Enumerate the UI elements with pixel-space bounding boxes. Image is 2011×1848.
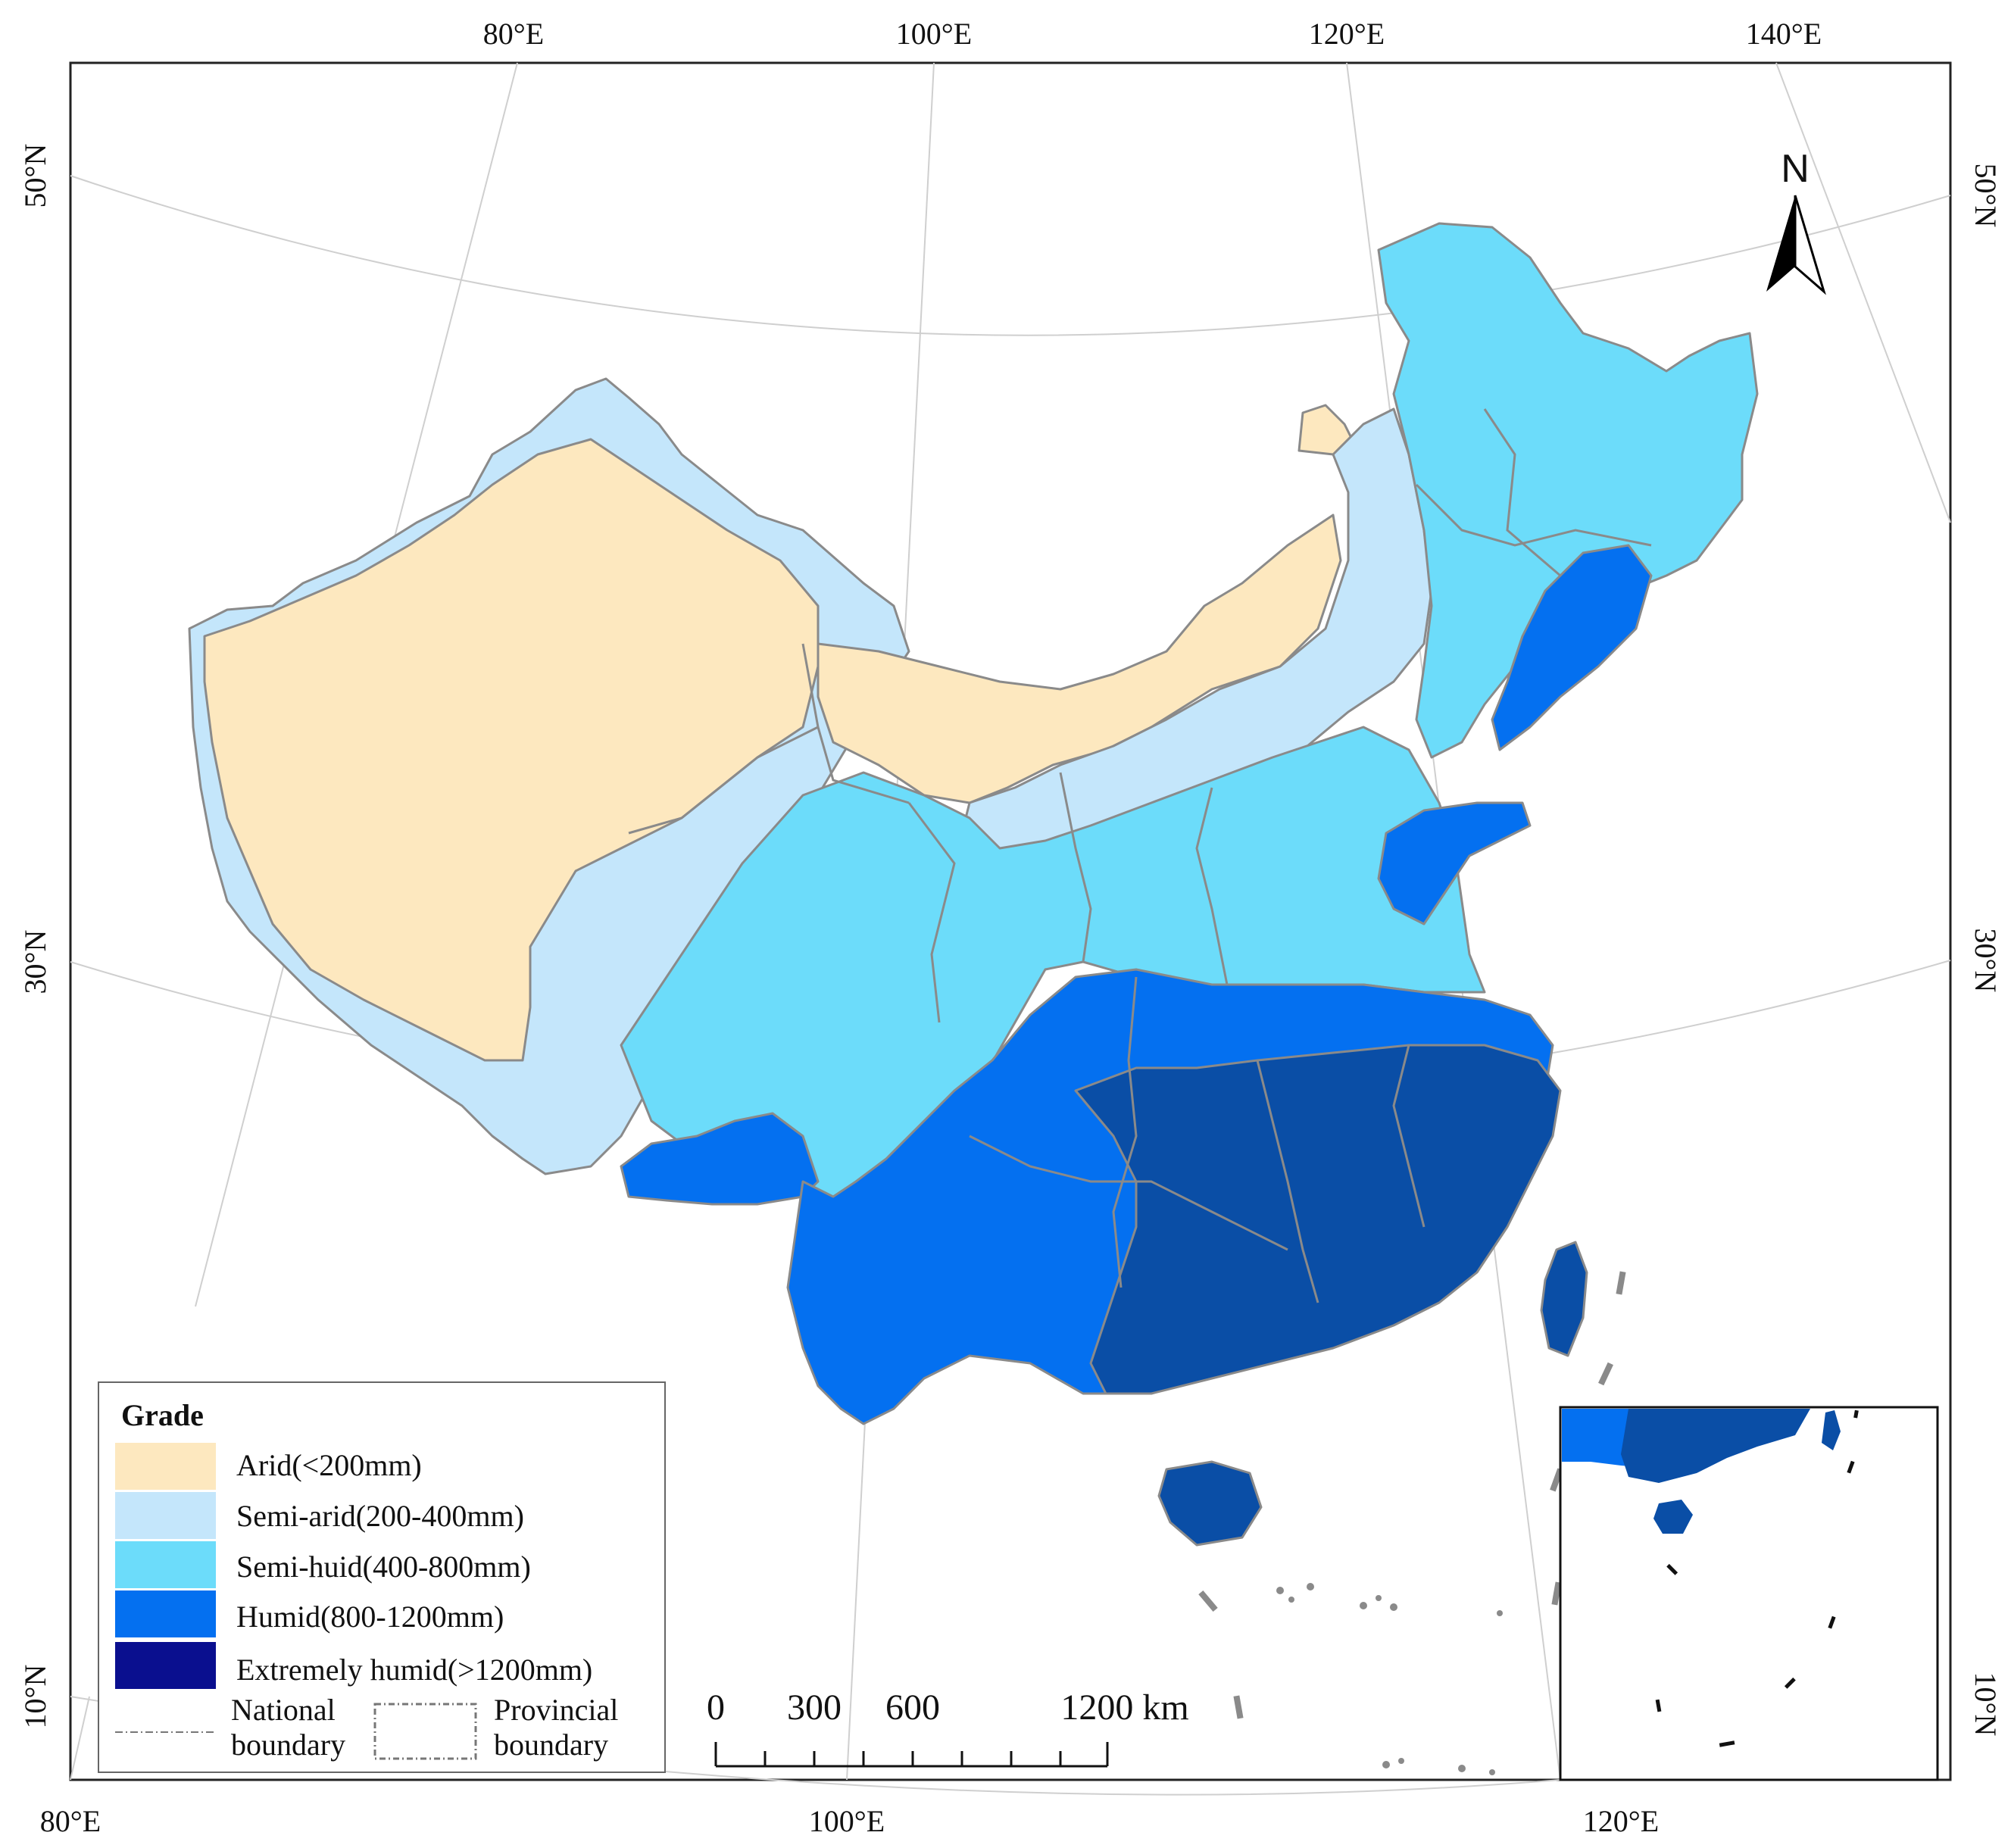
region-semi-humid-northeast: [1377, 222, 1759, 759]
graticule-line-50n: [70, 175, 1951, 336]
provincial-boundaries: [628, 408, 1652, 1303]
provincial-boundary: [1392, 1044, 1425, 1228]
china-regions: [188, 222, 1759, 1547]
provincial-boundary: [1483, 408, 1561, 577]
region-extremely-humid-southeast: [1074, 1044, 1562, 1395]
region-extremely-humid-hainan: [1157, 1460, 1263, 1547]
north-arrow-icon-outline: [1794, 195, 1826, 295]
legend-swatch-semi-humid: [115, 1541, 216, 1588]
legend-label-provincial-boundary: Provincial boundary: [494, 1693, 619, 1762]
north-arrow-label: N: [1781, 147, 1810, 191]
provincial-boundary: [1195, 787, 1229, 985]
coord-label-top-120e: 120°E: [1309, 17, 1385, 51]
coord-label-right-50n: 50°N: [1969, 164, 2003, 228]
inset-map: [1559, 1406, 1939, 1781]
graticule-line-80e-lower: [70, 1696, 90, 1781]
legend-swatch-arid: [115, 1443, 216, 1490]
legend-label-semi-arid: Semi-arid(200-400mm): [236, 1499, 524, 1533]
provincial-boundary: [907, 802, 956, 1023]
region-humid-liaodong: [1491, 544, 1653, 751]
legend-label-humid: Humid(800-1200mm): [236, 1600, 504, 1634]
inset-hainan: [1653, 1500, 1693, 1534]
region-humid-shandong: [1377, 801, 1532, 926]
provincial-boundary: [969, 1135, 1288, 1251]
north-arrow-icon: [1766, 195, 1795, 292]
scale-label-600: 600: [885, 1687, 940, 1728]
scale-label-300: 300: [787, 1687, 842, 1728]
coord-label-bottom-80e: 80°E: [40, 1804, 101, 1838]
scale-label-1200: 1200 km: [1060, 1687, 1188, 1728]
legend-provincial-boundary-swatch: [373, 1703, 477, 1760]
coord-label-left-50n: 50°N: [18, 144, 52, 208]
legend-label-arid: Arid(<200mm): [236, 1448, 422, 1482]
inset-frame: [1559, 1406, 1939, 1781]
coord-label-left-30n: 30°N: [18, 930, 52, 994]
south-china-sea-islands: [1198, 1271, 1626, 1775]
coordinate-labels: 80°E 100°E 120°E 140°E 80°E 100°E 120°E …: [18, 17, 2003, 1838]
legend-swatch-humid: [115, 1590, 216, 1637]
provincial-boundary: [801, 643, 910, 804]
coord-label-right-10n: 10°N: [1969, 1672, 2003, 1737]
legend-label-extremely-humid: Extremely humid(>1200mm): [236, 1653, 592, 1687]
region-humid-tibet-edge: [620, 1112, 820, 1206]
coord-label-top-80e: 80°E: [483, 17, 544, 51]
legend: Grade Arid(<200mm) Semi-arid(200-400mm) …: [98, 1381, 666, 1773]
coord-label-top-140e: 140°E: [1746, 17, 1822, 51]
coord-label-bottom-100e: 100°E: [809, 1804, 885, 1838]
north-arrow: N: [1766, 147, 1826, 295]
scale-bar: 0 300 600 1200 km: [707, 1687, 1189, 1768]
inset-taiwan: [1822, 1410, 1841, 1450]
legend-label-semi-humid: Semi-huid(400-800mm): [236, 1550, 531, 1584]
legend-title: Grade: [121, 1398, 204, 1432]
legend-label-national-boundary: National boundary: [231, 1693, 346, 1762]
coord-label-top-100e: 100°E: [896, 17, 972, 51]
legend-swatch-extremely-humid: [115, 1642, 216, 1689]
coord-label-left-10n: 10°N: [18, 1665, 52, 1729]
scale-label-0: 0: [707, 1687, 725, 1728]
legend-national-boundary-text-wrap: National boundary: [231, 1693, 346, 1762]
coord-label-right-30n: 30°N: [1969, 929, 2003, 993]
provincial-boundary: [1256, 1060, 1319, 1303]
legend-provincial-boundary-text-wrap: Provincial boundary: [494, 1693, 619, 1762]
inset-island-marks: [1655, 1409, 1859, 1747]
scale-bar-ticks: [714, 1742, 1109, 1766]
legend-swatch-semi-arid: [115, 1492, 216, 1539]
graticule-line-140e: [1775, 62, 1951, 523]
provincial-boundary: [1059, 772, 1092, 963]
region-extremely-humid-taiwan: [1540, 1241, 1588, 1357]
provincial-boundary: [1415, 483, 1652, 547]
provincial-boundary: [1112, 976, 1138, 1288]
provincial-boundary: [628, 726, 819, 835]
coord-label-bottom-120e: 120°E: [1583, 1804, 1659, 1838]
inset-extremely-humid-region: [1621, 1409, 1810, 1483]
